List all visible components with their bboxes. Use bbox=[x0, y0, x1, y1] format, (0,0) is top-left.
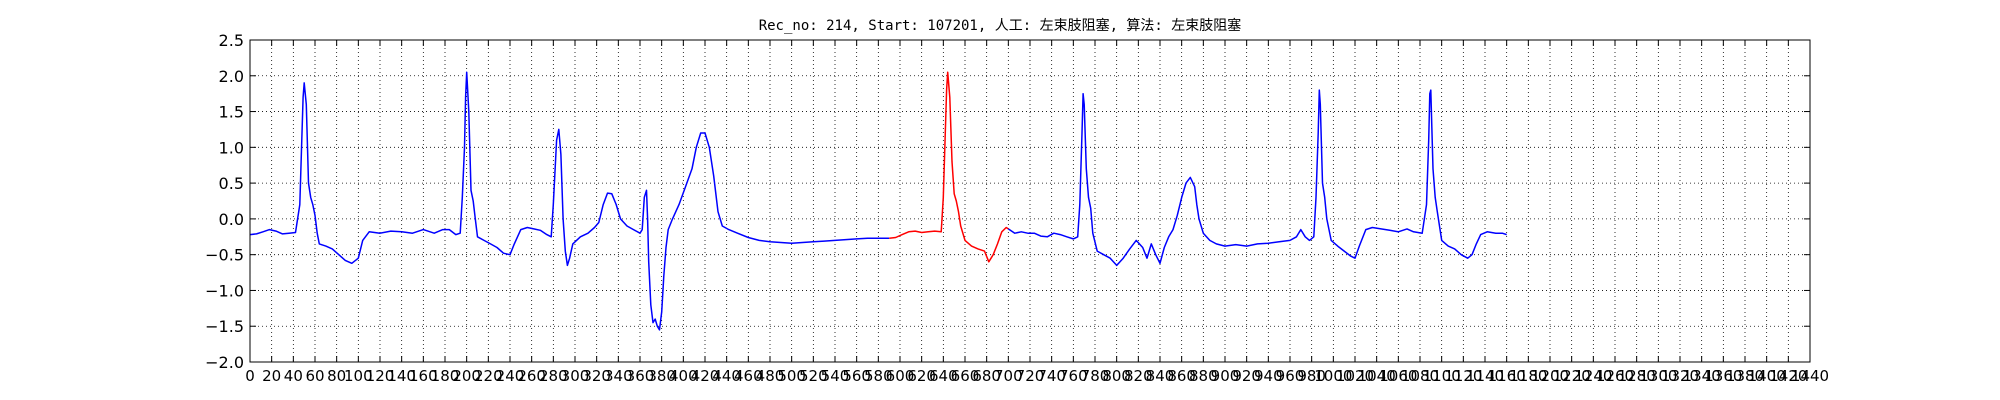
x-tick-label: 1320 bbox=[1661, 367, 1699, 385]
x-tick-label: 1400 bbox=[1748, 367, 1786, 385]
y-tick-label: 1.5 bbox=[219, 103, 244, 122]
x-tick-label: 1260 bbox=[1596, 367, 1634, 385]
x-tick-label: 680 bbox=[972, 367, 1001, 385]
y-tick-label: −0.5 bbox=[205, 246, 244, 265]
x-tick-label: 860 bbox=[1167, 367, 1196, 385]
x-tick-label: 80 bbox=[327, 367, 346, 385]
y-tick-label: 0.5 bbox=[219, 174, 244, 193]
x-tick-label: 220 bbox=[474, 367, 503, 385]
x-tick-label: 660 bbox=[951, 367, 980, 385]
x-tick-label: 740 bbox=[1037, 367, 1066, 385]
x-tick-label: 600 bbox=[886, 367, 915, 385]
x-tick-label: 420 bbox=[691, 367, 720, 385]
x-tick-label: 360 bbox=[626, 367, 655, 385]
x-tick-label: 1060 bbox=[1379, 367, 1417, 385]
x-tick-label: 0 bbox=[245, 367, 255, 385]
x-tick-label: 460 bbox=[734, 367, 763, 385]
x-tick-label: 540 bbox=[821, 367, 850, 385]
y-tick-label: 0.0 bbox=[219, 210, 244, 229]
x-tick-label: 1140 bbox=[1466, 367, 1504, 385]
y-tick-label: −1.5 bbox=[205, 317, 244, 336]
x-tick-label: 20 bbox=[262, 367, 281, 385]
x-tick-label: 160 bbox=[409, 367, 438, 385]
x-tick-label: 900 bbox=[1211, 367, 1240, 385]
x-tick-label: 480 bbox=[756, 367, 785, 385]
x-tick-label: 1240 bbox=[1574, 367, 1612, 385]
series-line-0 bbox=[249, 71, 890, 331]
x-tick-label: 100 bbox=[344, 367, 373, 385]
x-tick-label: 1440 bbox=[1791, 367, 1829, 385]
x-tick-label: 120 bbox=[366, 367, 395, 385]
x-tick-label: 1120 bbox=[1444, 367, 1482, 385]
series-layer bbox=[249, 71, 1507, 331]
chart-title: Rec_no: 214, Start: 107201, 人工: 左束肢阻塞, 算… bbox=[759, 17, 1242, 34]
x-tick-label: 260 bbox=[517, 367, 546, 385]
x-tick-label: 820 bbox=[1124, 367, 1153, 385]
x-tick-label: 940 bbox=[1254, 367, 1283, 385]
x-tick-label: 140 bbox=[387, 367, 416, 385]
x-tick-label: 520 bbox=[799, 367, 828, 385]
x-tick-label: 400 bbox=[669, 367, 698, 385]
x-tick-label: 1380 bbox=[1726, 367, 1764, 385]
x-tick-label: 1340 bbox=[1683, 367, 1721, 385]
x-tick-label: 700 bbox=[994, 367, 1023, 385]
x-tick-label: 720 bbox=[1016, 367, 1045, 385]
series-line-1 bbox=[889, 71, 1009, 263]
x-tick-label: 180 bbox=[431, 367, 460, 385]
x-tick-label: 780 bbox=[1081, 367, 1110, 385]
x-tick-label: 980 bbox=[1297, 367, 1326, 385]
x-tick-label: 40 bbox=[284, 367, 303, 385]
x-tick-label: 340 bbox=[604, 367, 633, 385]
x-tick-label: 1080 bbox=[1401, 367, 1439, 385]
x-tick-label: 380 bbox=[647, 367, 676, 385]
x-tick-label: 280 bbox=[539, 367, 568, 385]
x-tick-label: 1020 bbox=[1336, 367, 1374, 385]
series-line-2 bbox=[1007, 89, 1507, 267]
x-tick-label: 1000 bbox=[1314, 367, 1352, 385]
x-tick-label: 320 bbox=[582, 367, 611, 385]
grid bbox=[249, 39, 1811, 363]
x-tick-label: 500 bbox=[777, 367, 806, 385]
x-tick-label: 200 bbox=[452, 367, 481, 385]
y-axis-ticks: −2.0 −1.5 −1.0 −0.5 0.0 0.5 1.0 1.5 2.0 2.5 bbox=[205, 31, 1810, 372]
x-tick-label: 1040 bbox=[1358, 367, 1396, 385]
x-tick-label: 640 bbox=[929, 367, 958, 385]
x-tick-label: 300 bbox=[561, 367, 590, 385]
x-tick-label: 620 bbox=[907, 367, 936, 385]
x-tick-label: 1180 bbox=[1509, 367, 1547, 385]
x-tick-label: 580 bbox=[864, 367, 893, 385]
x-tick-label: 920 bbox=[1232, 367, 1261, 385]
x-tick-label: 960 bbox=[1276, 367, 1305, 385]
x-tick-label: 1200 bbox=[1531, 367, 1569, 385]
x-tick-label: 1360 bbox=[1704, 367, 1742, 385]
x-tick-label: 880 bbox=[1189, 367, 1218, 385]
y-tick-label: 2.5 bbox=[219, 31, 244, 50]
x-tick-label: 1100 bbox=[1423, 367, 1461, 385]
x-tick-label: 760 bbox=[1059, 367, 1088, 385]
x-tick-label: 240 bbox=[496, 367, 525, 385]
x-tick-label: 800 bbox=[1102, 367, 1131, 385]
plot-frame bbox=[249, 39, 1811, 363]
x-tick-label: 1300 bbox=[1639, 367, 1677, 385]
y-tick-label: −2.0 bbox=[205, 353, 244, 372]
y-tick-label: −1.0 bbox=[205, 281, 244, 300]
y-tick-label: 1.0 bbox=[219, 138, 244, 157]
x-tick-label: 840 bbox=[1146, 367, 1175, 385]
x-tick-label: 60 bbox=[305, 367, 324, 385]
x-tick-label: 1220 bbox=[1553, 367, 1591, 385]
x-axis-ticks: 0 20 40 60 801001201401601802002202402602803… bbox=[245, 40, 1829, 385]
x-tick-label: 1280 bbox=[1618, 367, 1656, 385]
y-tick-label: 2.0 bbox=[219, 67, 244, 86]
x-tick-label: 1420 bbox=[1769, 367, 1807, 385]
x-tick-label: 560 bbox=[842, 367, 871, 385]
x-tick-label: 1160 bbox=[1488, 367, 1526, 385]
x-tick-label: 440 bbox=[712, 367, 741, 385]
